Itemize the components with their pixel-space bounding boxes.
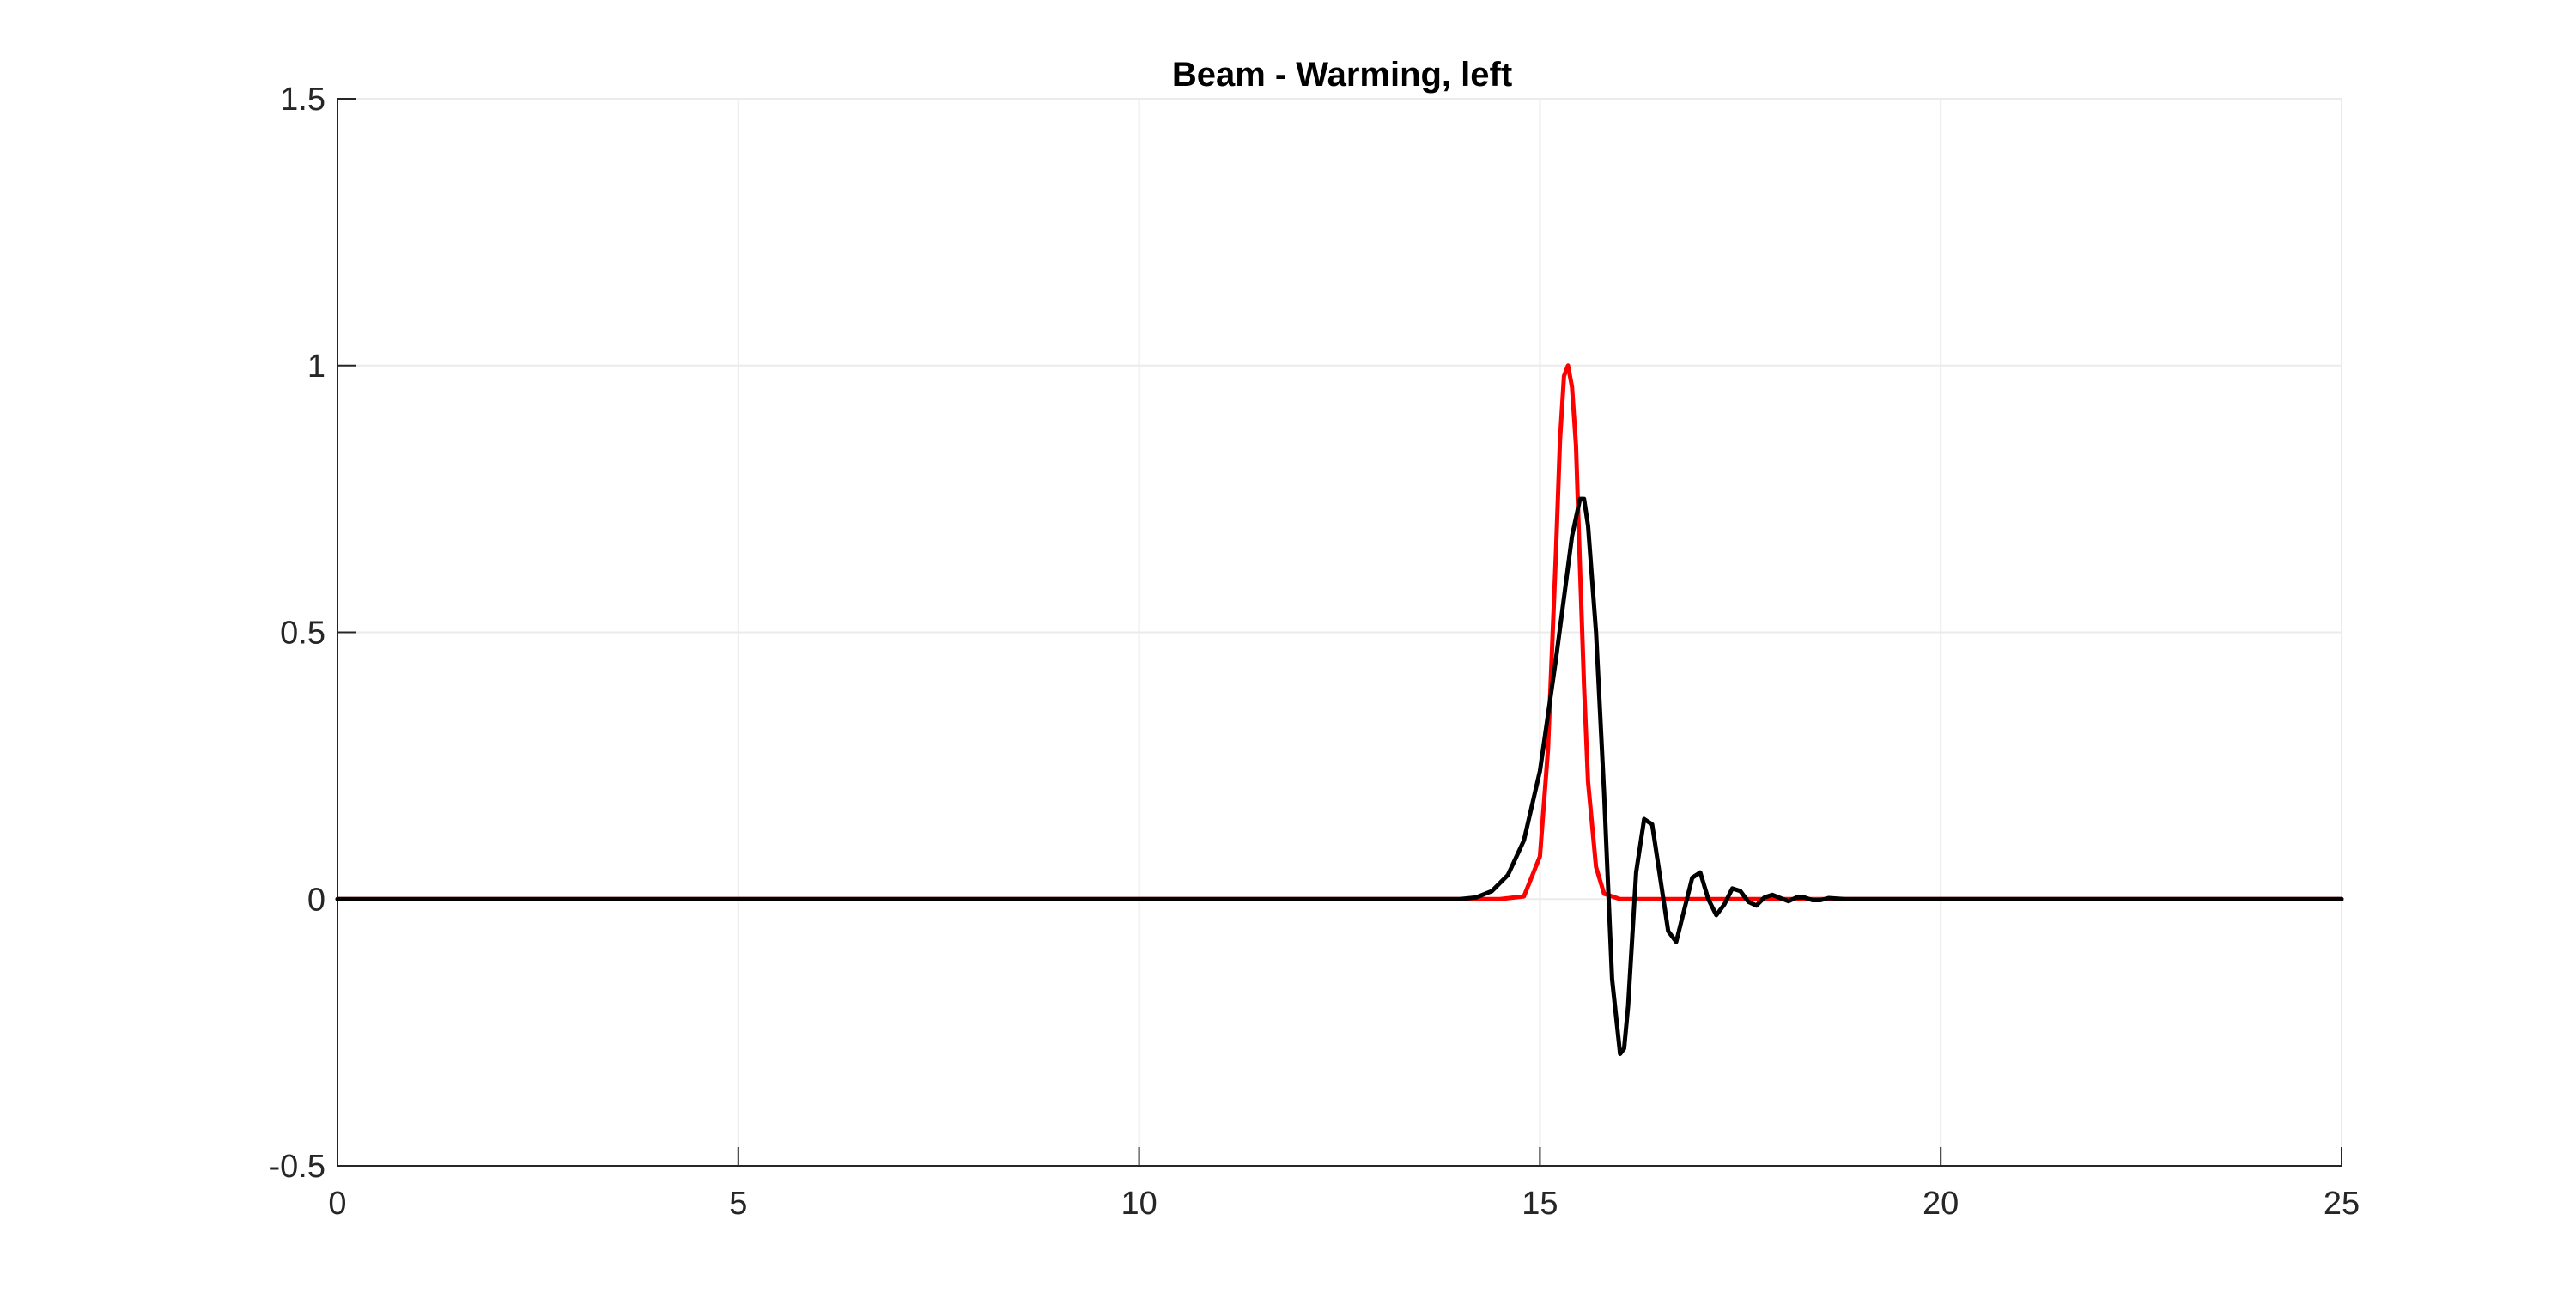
y-tick-label: 0 [307,882,325,918]
x-tick-label: 20 [1923,1186,1959,1222]
x-tick-label: 15 [1522,1186,1558,1222]
y-tick-label: 1 [307,349,325,385]
x-tick-label: 10 [1121,1186,1157,1222]
x-tick-label: 0 [328,1186,346,1222]
red-series-line [335,363,2344,901]
chart-title: Beam - Warming, left [1172,56,1512,94]
y-tick-label: -0.5 [270,1149,325,1185]
y-tick-label: 0.5 [280,616,325,652]
y-tick-label: 1.5 [280,82,325,118]
axes [337,98,2342,1167]
x-tick-label: 25 [2324,1186,2360,1222]
tick-labels: 0 5 10 15 20 25-0.500.511.5 [270,82,2360,1222]
black-series-line [335,496,2344,1056]
x-tick-label: 5 [729,1186,747,1222]
plot-series [335,363,2344,1056]
